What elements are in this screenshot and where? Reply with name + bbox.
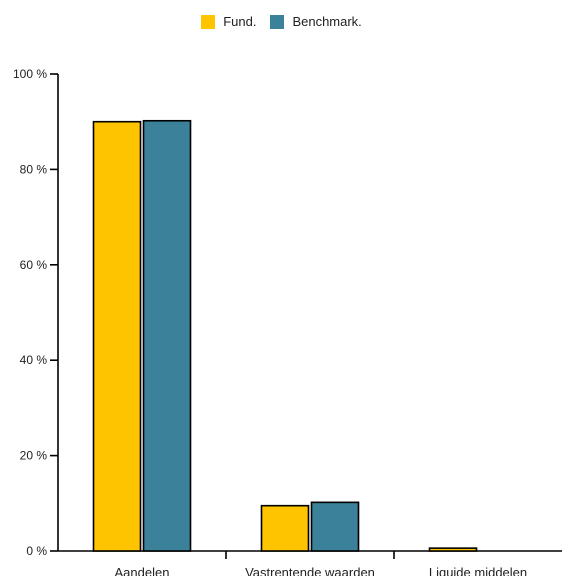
- chart-bars: [92, 119, 478, 552]
- bar-benchmark-0: [142, 119, 192, 552]
- y-tick-label-0: 0 %: [26, 544, 47, 558]
- x-tick-label-0: Aandelen: [115, 565, 170, 576]
- bar-benchmark-1: [310, 501, 360, 552]
- y-tick-label-100: 100 %: [13, 67, 47, 81]
- legend-swatch-fund: [201, 14, 216, 29]
- legend-label-fund: Fund.: [223, 14, 257, 29]
- y-tick-label-60: 60 %: [20, 258, 48, 272]
- legend-label-benchmark: Benchmark.: [292, 14, 362, 29]
- y-tick-label-40: 40 %: [20, 353, 48, 367]
- legend-item-benchmark: Benchmark.: [270, 14, 362, 29]
- bar-fund-1: [260, 504, 310, 552]
- chart-labels: 0 % 20 % 40 % 60 % 80 % 100 % Aandelen Vastrent…: [13, 67, 527, 576]
- bar-fund-0: [92, 120, 142, 552]
- x-tick-label-1: Vastrentende waarden: [245, 565, 375, 576]
- x-tick-label-2: Liquide middelen: [429, 565, 527, 576]
- bar-fund-2: [428, 547, 478, 552]
- chart-axes: [50, 73, 562, 559]
- legend-item-fund: Fund.: [201, 14, 256, 29]
- y-tick-label-80: 80 %: [20, 162, 48, 176]
- chart-legend: Fund. Benchmark.: [0, 14, 563, 29]
- legend-swatch-benchmark: [270, 14, 285, 29]
- y-tick-label-20: 20 %: [20, 449, 48, 463]
